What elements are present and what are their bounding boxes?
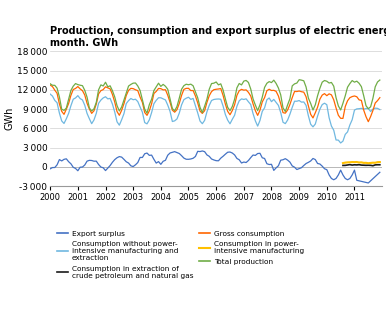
Text: Production, consumption and export surplus of electric energy per
month. GWh: Production, consumption and export surpl…: [50, 26, 386, 48]
Y-axis label: GWh: GWh: [4, 107, 14, 130]
Legend: Export surplus, Consumption without power-
intensive manufacturing and
extractio: Export surplus, Consumption without powe…: [54, 228, 307, 282]
